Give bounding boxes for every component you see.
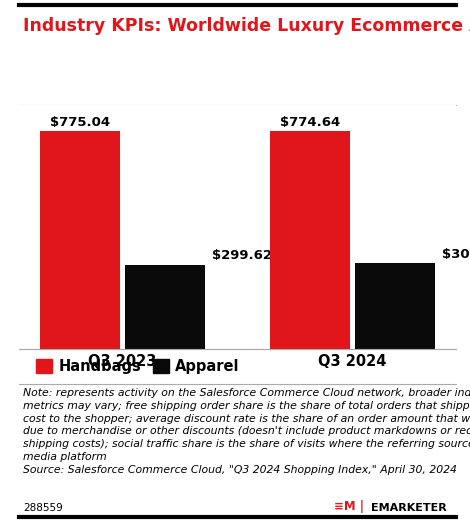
Legend: Handbags, Apparel: Handbags, Apparel (31, 353, 245, 380)
Text: $775.04: $775.04 (50, 116, 110, 128)
Text: $299.62: $299.62 (212, 249, 272, 262)
Bar (270, 132, 350, 348)
Bar (39, 132, 120, 348)
Text: $304.27: $304.27 (442, 247, 470, 260)
Text: Note: represents activity on the Salesforce Commerce Cloud network, broader indu: Note: represents activity on the Salesfo… (23, 388, 470, 475)
Text: EMARKETER: EMARKETER (371, 504, 447, 514)
Bar (125, 265, 205, 348)
Text: $774.64: $774.64 (280, 116, 340, 129)
Text: ≡M |: ≡M | (334, 500, 363, 514)
Bar (355, 264, 435, 348)
Text: Industry KPIs: Worldwide Luxury Ecommerce Average Order Value, by Product Catego: Industry KPIs: Worldwide Luxury Ecommerc… (23, 17, 470, 35)
Text: 288559: 288559 (23, 504, 63, 514)
